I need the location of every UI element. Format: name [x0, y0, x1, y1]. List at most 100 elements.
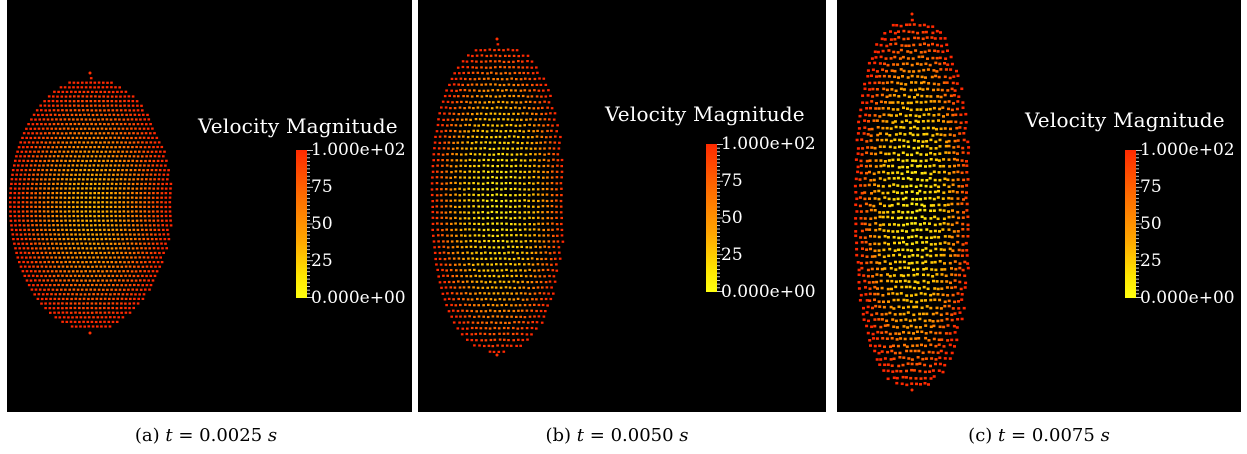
particle [481, 321, 484, 324]
particle [116, 90, 119, 94]
particle [61, 251, 65, 254]
particle [132, 306, 135, 310]
particle [863, 279, 867, 283]
particle [950, 202, 954, 206]
particle [904, 83, 908, 86]
particle [857, 273, 861, 277]
particle [869, 261, 873, 264]
particle [447, 280, 451, 284]
particle [896, 344, 900, 348]
particle [459, 89, 462, 92]
particle [523, 106, 526, 109]
particle [26, 261, 30, 264]
particle [440, 130, 443, 133]
particle [523, 205, 526, 208]
particle [44, 173, 48, 176]
particle [13, 192, 17, 195]
particle [40, 274, 43, 278]
particle [914, 377, 918, 380]
particle [157, 224, 160, 227]
particle [486, 89, 490, 92]
particle [873, 114, 877, 117]
particle [59, 242, 62, 245]
particle [925, 253, 929, 257]
particle [491, 181, 494, 185]
particle [97, 201, 100, 204]
particle [97, 164, 100, 167]
particle [515, 49, 519, 52]
particle [489, 60, 492, 63]
colorbar-label-75-c: 75 [1140, 177, 1162, 197]
particle [127, 159, 130, 163]
particle [958, 132, 962, 135]
particle [22, 182, 26, 186]
particle [438, 281, 442, 284]
particle [515, 274, 518, 278]
particle [99, 302, 102, 305]
particle [115, 302, 119, 305]
particle [532, 182, 535, 185]
particle [487, 158, 490, 162]
particle [888, 94, 892, 97]
particle [961, 216, 965, 219]
particle [492, 101, 495, 104]
particle [532, 228, 536, 231]
particle [99, 173, 102, 176]
particle [523, 124, 526, 127]
colorbar-ticks-a [307, 150, 313, 298]
particle [512, 83, 516, 87]
particle [940, 273, 944, 276]
caption-c-label: (c) [968, 425, 993, 446]
particle [110, 247, 114, 250]
particle [487, 303, 490, 307]
particle [887, 164, 890, 168]
particle [906, 57, 910, 60]
caption-a-label: (a) [134, 425, 160, 446]
particle [68, 100, 72, 103]
particle [96, 279, 100, 282]
particle [151, 164, 155, 167]
particle [859, 159, 863, 163]
particle [102, 100, 105, 103]
particle [870, 127, 874, 131]
particle [955, 191, 959, 194]
particle [891, 230, 895, 233]
particle [891, 216, 894, 220]
particle [539, 280, 543, 284]
particle [96, 136, 100, 140]
particle [435, 216, 439, 220]
particle [10, 224, 13, 227]
particle [528, 268, 531, 272]
particle [498, 280, 502, 283]
particle [99, 283, 102, 287]
particle [161, 247, 164, 250]
particle [892, 190, 896, 193]
particle [131, 191, 134, 195]
particle [896, 101, 900, 104]
particle [909, 126, 913, 130]
particle [950, 62, 954, 66]
particle [162, 228, 165, 232]
particle [867, 61, 871, 65]
particle [432, 240, 436, 243]
particle [101, 196, 105, 199]
particle [953, 89, 957, 92]
particle [513, 199, 517, 202]
particle [478, 101, 481, 104]
particle [528, 123, 531, 127]
particle [887, 242, 890, 246]
particle [90, 274, 94, 278]
particle [935, 273, 939, 276]
particle [921, 241, 925, 244]
particle [146, 113, 149, 117]
particle [873, 249, 877, 253]
particle [168, 201, 172, 204]
particle [82, 297, 86, 300]
particle [555, 170, 559, 173]
particle [951, 293, 955, 297]
particle [960, 87, 964, 91]
particle [124, 265, 128, 268]
particle [75, 127, 79, 130]
particle [937, 369, 941, 372]
particle [918, 317, 922, 321]
